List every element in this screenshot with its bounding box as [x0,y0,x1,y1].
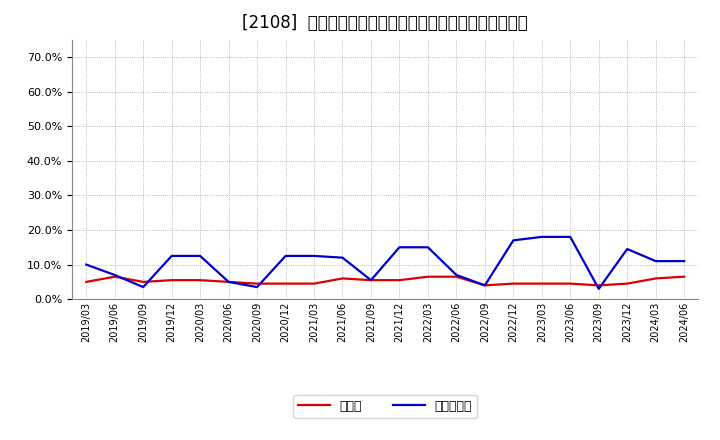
Title: [2108]  現預金、有利子負債の総資産に対する比率の推移: [2108] 現預金、有利子負債の総資産に対する比率の推移 [243,15,528,33]
Legend: 現預金, 有利子負債: 現預金, 有利子負債 [293,395,477,418]
